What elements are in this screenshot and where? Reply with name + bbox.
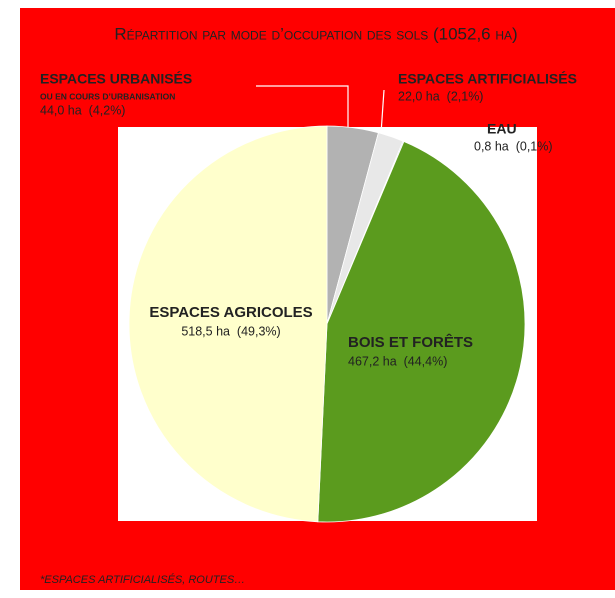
- chart-title: Répartition par mode d’occupation des so…: [114, 24, 517, 43]
- slice-label: ESPACES ARTIFICIALISÉS: [398, 71, 577, 87]
- pie-slice: [128, 125, 328, 523]
- category-note: OU EN COURS D’URBANISATION: [40, 91, 175, 101]
- value-label: 467,2 ha (44,4%): [348, 354, 447, 368]
- leader-line: [256, 85, 349, 132]
- pie-slice: [317, 141, 526, 523]
- value-label: 22,0 ha (2,1%): [398, 89, 483, 103]
- value-label: 0,8 ha (0,1%): [474, 139, 553, 153]
- value-label: 44,0 ha (4,2%): [40, 103, 125, 117]
- slice-label: ESPACES AGRICOLES: [149, 304, 312, 321]
- footnote: *ESPACES ARTIFICIALISÉS, ROUTES…: [40, 573, 245, 586]
- pie: [128, 125, 526, 523]
- slice-label: ESPACES URBANISÉS: [40, 71, 192, 87]
- slice-label: BOIS ET FORÊTS: [348, 333, 473, 351]
- slice-label: EAU: [487, 121, 517, 137]
- value-label: 518,5 ha (49,3%): [181, 324, 280, 338]
